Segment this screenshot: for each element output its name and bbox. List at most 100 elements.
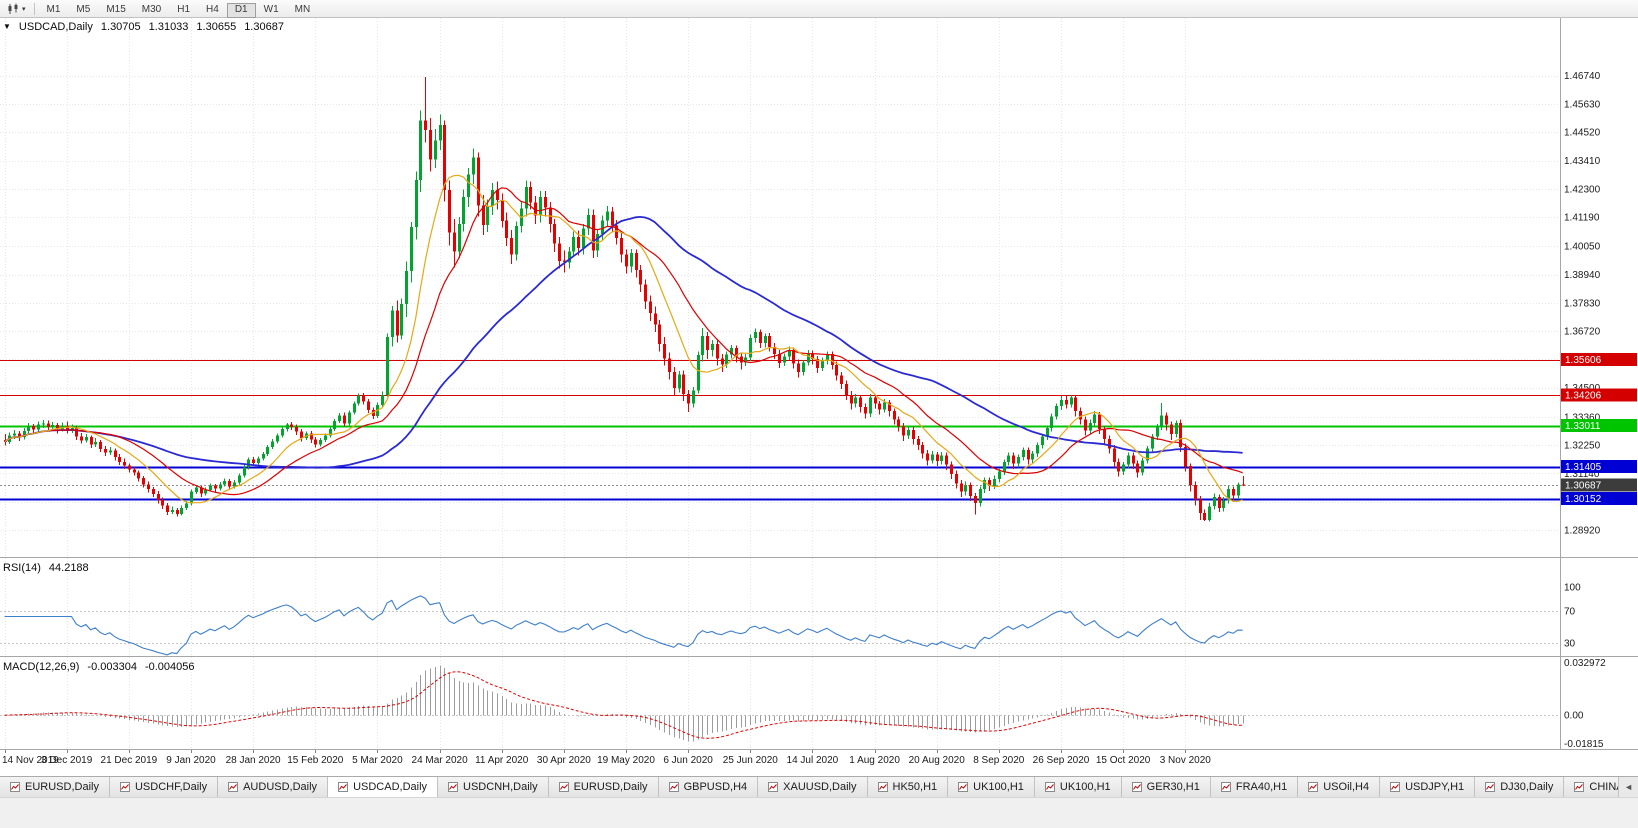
svg-text:1.33011: 1.33011 [1565,421,1601,432]
macd-axis-label: -0.01815 [1564,739,1604,750]
chart-tab-USDCNH,Daily[interactable]: USDCNH,Daily [438,777,549,797]
chart-tab-label: USDCNH,Daily [463,781,538,793]
timeframe-button-M5[interactable]: M5 [68,3,98,18]
timeframe-button-M30[interactable]: M30 [134,3,169,18]
timeframe-button-M15[interactable]: M15 [98,3,133,18]
chart-tab-icon [338,782,349,792]
chart-tab-label: FRA40,H1 [1235,781,1288,793]
chart-area[interactable]: 1.46740 1.45630 1.44520 1.43410 1.42300 1.411… [0,18,1638,776]
chart-tab-icon [1390,782,1401,792]
chart-tab-USDCAD,Daily[interactable]: USDCAD,Daily [328,777,439,797]
chart-tab-icon [448,782,459,792]
timeframe-button-D1[interactable]: D1 [226,2,256,18]
date-axis-label: 15 Feb 2020 [287,755,344,766]
price-tag-1.30687: 1.30687 [1561,478,1637,492]
date-axis-label: 21 Dec 2019 [101,755,158,766]
chart-tab-icon [1574,782,1585,792]
timeframe-button-H4[interactable]: H4 [198,3,227,18]
chart-type-button[interactable]: ▾ [3,2,30,16]
price-tag-1.31405: 1.31405 [1561,460,1637,474]
svg-text:1.31405: 1.31405 [1565,462,1602,473]
chart-tab-GBPUSD,H4[interactable]: GBPUSD,H4 [658,777,759,797]
chart-tab-UK100,H1[interactable]: UK100,H1 [1034,777,1122,797]
date-axis-label: 30 Apr 2020 [537,755,591,766]
toolbar-separator [33,2,35,15]
chart-tab-icon [228,782,239,792]
chart-tab-icon [558,782,569,792]
chart-tab-label: HK50,H1 [892,781,938,793]
price-tag-1.33011: 1.33011 [1561,419,1637,433]
chart-tab-DJ30,Daily[interactable]: DJ30,Daily [1475,777,1565,797]
chart-tab-USDCHF,Daily[interactable]: USDCHF,Daily [109,777,219,797]
chart-tab-FRA40,H1[interactable]: FRA40,H1 [1210,777,1299,797]
chart-tab-label: AUDUSD,Daily [243,781,318,793]
price-axis-label: 1.33360 [1564,412,1601,423]
svg-text:1.35606: 1.35606 [1565,355,1602,366]
chart-tab-EURUSD,Daily[interactable]: EURUSD,Daily [0,777,110,797]
date-axis-label: 3 Nov 2020 [1160,755,1212,766]
chart-tab-icon [1220,782,1231,792]
svg-text:1.30152: 1.30152 [1565,494,1602,505]
price-axis-label: 1.41190 [1564,213,1600,224]
price-axis-label: 1.40050 [1564,242,1601,253]
timeframe-button-H1[interactable]: H1 [169,3,198,18]
timeframe-button-M1[interactable]: M1 [39,3,69,18]
chart-tab-label: DJ30,Daily [1500,781,1554,793]
price-tag-1.34206: 1.34206 [1561,388,1637,402]
price-axis-label: 1.36720 [1564,327,1601,338]
chart-tab-EURUSD,Daily[interactable]: EURUSD,Daily [548,777,659,797]
chart-tab-GER30,H1[interactable]: GER30,H1 [1121,777,1211,797]
rsi-axis-label: 30 [1564,639,1576,650]
chart-tab-USDJPY,H1[interactable]: USDJPY,H1 [1380,777,1476,797]
date-axis-label: 19 May 2020 [597,755,655,766]
chart-tab-label: USDCHF,Daily [134,781,208,793]
timeframe-button-W1[interactable]: W1 [256,3,287,18]
chart-tab-icon [958,782,969,792]
chart-tab-label: EURUSD,Daily [25,781,99,793]
chart-tab-UK100,H1[interactable]: UK100,H1 [948,777,1035,797]
rsi-axis-label: 100 [1564,583,1581,594]
price-axis: 1.46740 1.45630 1.44520 1.43410 1.42300 1.411… [0,18,1638,776]
price-tag-1.30152: 1.30152 [1561,492,1637,506]
chart-tab-icon [1485,782,1496,792]
rsi-line [4,595,1243,656]
macd-pane [0,665,1560,742]
ma-10-line[interactable] [4,174,1243,504]
tab-scroll-left-icon[interactable]: ◄ [1618,777,1638,797]
date-axis-label: 26 Sep 2020 [1033,755,1090,766]
date-axis-label: 14 Jul 2020 [787,755,839,766]
moving-average-lines [4,174,1243,504]
chart-tab-label: EURUSD,Daily [573,781,648,793]
macd-axis-label: 0.00 [1564,711,1584,722]
timeframe-button-MN[interactable]: MN [287,3,319,18]
chart-tab-XAUUSD,Daily[interactable]: XAUUSD,Daily [758,777,868,797]
chart-tab-icon [668,782,679,792]
chart-tab-icon [877,782,888,792]
chart-canvas: 1.46740 1.45630 1.44520 1.43410 1.42300 1.411… [0,18,1638,776]
chart-tab-HK50,H1[interactable]: HK50,H1 [867,777,949,797]
date-axis-label: 24 Mar 2020 [412,755,469,766]
macd-signal-line [4,671,1243,739]
date-axis-label: 8 Sep 2020 [973,755,1025,766]
grid [0,18,1560,749]
chart-tab-icon [119,782,130,792]
candlestick-chart-icon [8,3,18,14]
date-axis-label: 5 Mar 2020 [352,755,403,766]
date-axis-label: 6 Jun 2020 [663,755,713,766]
price-axis-label: 1.38940 [1564,270,1601,281]
svg-text:1.30687: 1.30687 [1565,480,1602,491]
chart-tab-label: USOil,H4 [1323,781,1370,793]
chart-tab-icon [1044,782,1055,792]
price-axis-label: 1.37830 [1564,298,1601,309]
chart-tab-icon [1131,782,1142,792]
chart-tab-USOil,H4[interactable]: USOil,H4 [1298,777,1381,797]
ma-50-line[interactable] [4,215,1243,469]
chart-tab-icon [10,782,20,792]
chart-tabs: EURUSD,Daily USDCHF,Daily AUDUSD,Daily USDC… [0,777,1638,797]
price-axis-label: 1.43410 [1564,156,1601,167]
price-axis-label: 1.32250 [1564,441,1601,452]
chart-tab-AUDUSD,Daily[interactable]: AUDUSD,Daily [218,777,329,797]
date-axis-label: 11 Apr 2020 [475,755,529,766]
date-axis-label: 25 Jun 2020 [723,755,778,766]
